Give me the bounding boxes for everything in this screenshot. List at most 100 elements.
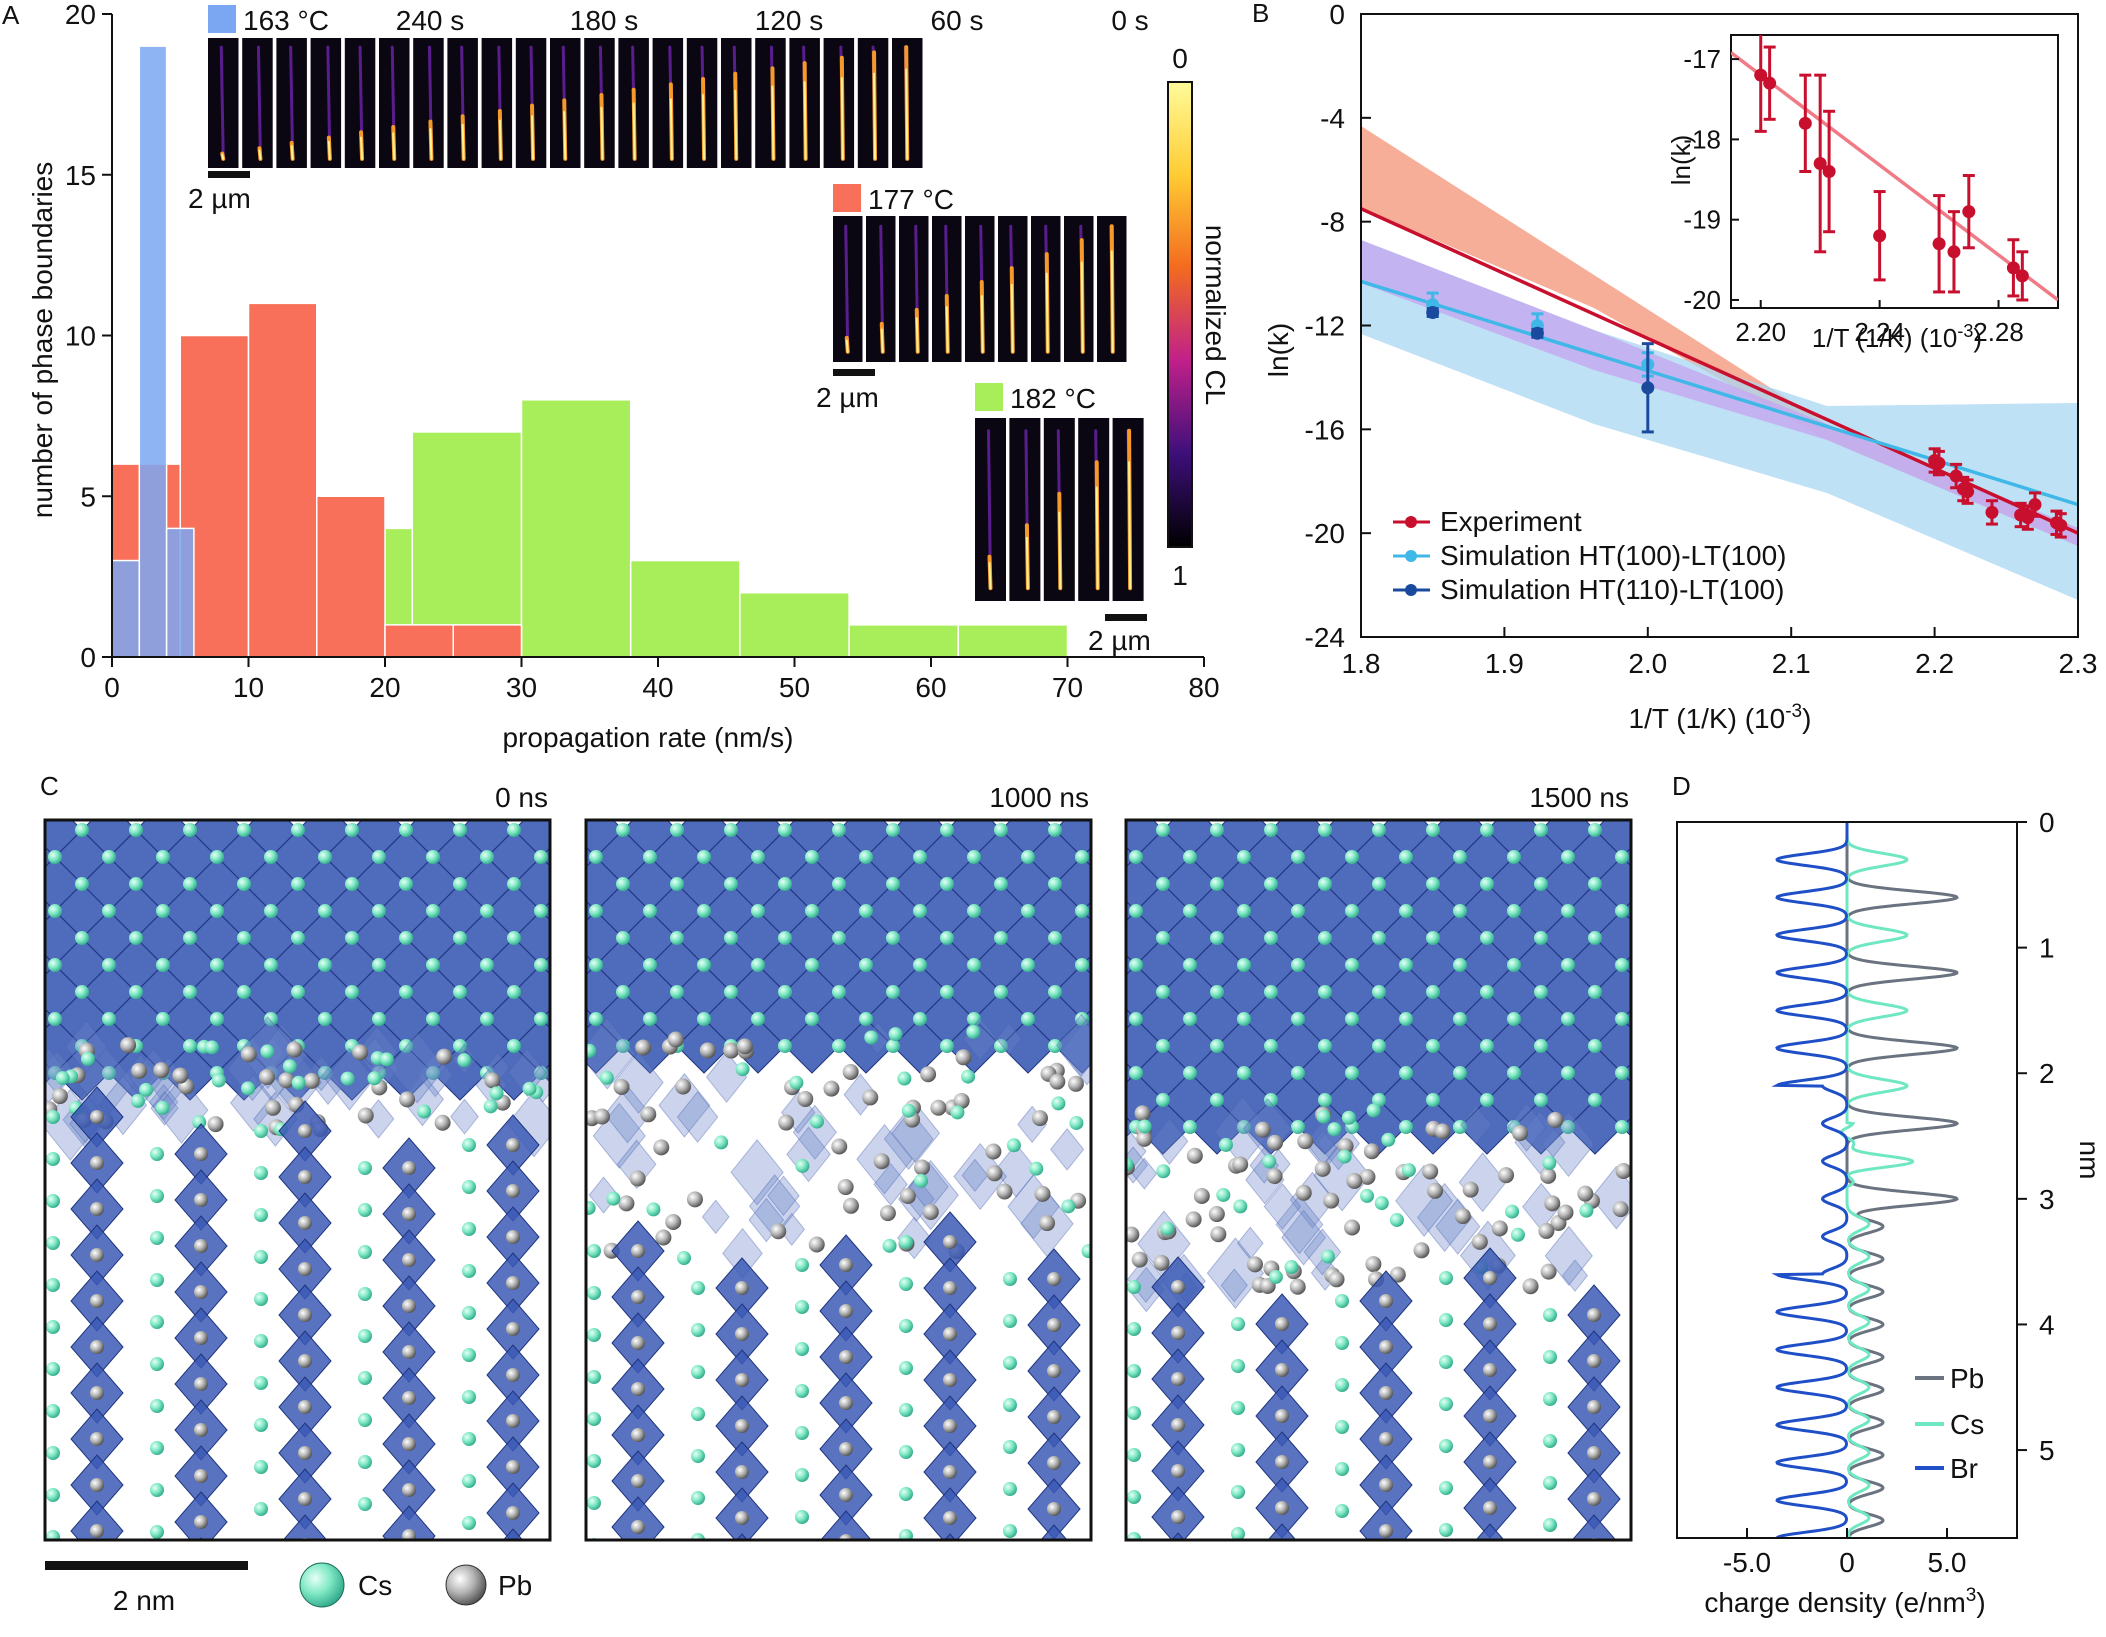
cs-atom <box>599 1070 614 1085</box>
cs-atom <box>1318 931 1332 945</box>
cs-atom <box>1137 1119 1152 1134</box>
pb-atom <box>613 1078 630 1095</box>
pb-atom <box>631 1474 645 1488</box>
cs-atom <box>534 850 548 864</box>
cs-atom <box>1156 1093 1170 1107</box>
cs-atom <box>616 877 630 891</box>
pb-atom <box>1512 1125 1529 1142</box>
strip-time-label: 180 s <box>570 5 639 36</box>
cs-atom <box>1262 1154 1277 1169</box>
cs-atom <box>1156 823 1170 837</box>
pb-atom <box>1171 1280 1185 1294</box>
disordered-octahedron <box>996 1022 1022 1055</box>
pb-atom <box>842 1197 859 1214</box>
arrhenius-y-tick-label: -16 <box>1305 414 1345 445</box>
pb-atom <box>1171 1418 1185 1432</box>
cl-nanowire-core <box>915 317 919 353</box>
disordered-octahedron <box>701 1199 730 1235</box>
cs-atom <box>237 877 251 891</box>
pb-atom <box>298 1400 312 1414</box>
legend-sim-ht100: Simulation HT(100)-LT(100) <box>1440 540 1787 571</box>
cs-atom <box>643 1012 657 1026</box>
cs-atom <box>1318 877 1332 891</box>
cs-atom <box>1075 850 1089 864</box>
pb-atom <box>298 1308 312 1322</box>
cs-atom <box>1642 985 1656 999</box>
cs-atom <box>358 1329 372 1343</box>
pb-atom <box>1171 1372 1185 1386</box>
cs-atom <box>462 1264 476 1278</box>
cs-atom <box>399 1039 413 1053</box>
cs-atom <box>587 1454 601 1468</box>
cs-atom <box>586 1043 597 1058</box>
cs-atom <box>1127 1322 1141 1336</box>
cs-atom <box>150 1231 164 1245</box>
cs-atom <box>21 931 35 945</box>
pb-atom <box>1538 1222 1555 1239</box>
inset-x-tick-label: 2.20 <box>1735 317 1786 347</box>
cs-atom <box>46 1194 60 1208</box>
hist-x-axis-label: propagation rate (nm/s) <box>502 722 793 753</box>
cs-atom <box>1335 1462 1349 1476</box>
panel-d-charge-density: -5.0 0 5.0 0 1 2 3 4 5 charge density (e/nm3) nm… <box>1676 807 2105 1618</box>
cs-atom <box>1399 850 1413 864</box>
disordered-octahedron <box>1561 1259 1589 1292</box>
pb-atom <box>194 1147 208 1161</box>
pb-atom <box>1067 1075 1084 1092</box>
cs-atom <box>183 931 197 945</box>
pbbr6-octahedron <box>0 965 28 1019</box>
cs-atom <box>805 958 819 972</box>
cs-atom <box>1615 904 1629 918</box>
pb-atom <box>1246 1256 1263 1273</box>
cs-atom <box>1480 877 1494 891</box>
pb-atom <box>194 1239 208 1253</box>
cs-atom <box>886 931 900 945</box>
cs-atom <box>1534 985 1548 999</box>
cs-atom <box>778 823 792 837</box>
pb-atom <box>1454 1208 1471 1225</box>
pb-atom <box>506 1184 520 1198</box>
cs-atom <box>318 904 332 918</box>
disordered-octahedron <box>1056 1013 1091 1077</box>
pb-atom <box>1498 1167 1515 1184</box>
cs-atom <box>899 1403 913 1417</box>
cs-atom <box>254 1334 268 1348</box>
cs-atom <box>1048 1039 1062 1053</box>
snapshot-time-label: 1000 ns <box>989 782 1089 813</box>
cs-atom <box>1127 1280 1141 1294</box>
cs-atom <box>643 958 657 972</box>
hist-bar <box>739 591 850 658</box>
cs-atom <box>1284 1260 1299 1275</box>
pb-atom <box>1346 1172 1363 1189</box>
cs-atom <box>155 1100 170 1115</box>
pbbr6-octahedron <box>820 1510 872 1540</box>
disordered-octahedron <box>588 1176 619 1214</box>
cl-nanowire-core <box>840 76 844 160</box>
cs-atom <box>453 931 467 945</box>
cs-density-curve <box>1839 822 1915 1538</box>
cs-atom <box>237 931 251 945</box>
cs-atom <box>150 1147 164 1161</box>
cs-atom <box>670 985 684 999</box>
pb-atom <box>778 1114 795 1131</box>
disordered-octahedron <box>792 1104 837 1160</box>
data-point <box>2054 518 2068 532</box>
pb-atom <box>402 1161 416 1175</box>
pbbr6-octahedron <box>1676 992 1730 1046</box>
legend-cs: Cs <box>1950 1409 1984 1440</box>
data-point <box>1426 306 1440 320</box>
cs-atom <box>561 877 575 891</box>
pb-atom <box>1254 1121 1271 1138</box>
cs-atom <box>254 1124 268 1138</box>
cs-atom <box>1216 1187 1231 1202</box>
pb-atom <box>1314 1160 1331 1177</box>
cs-atom <box>489 1086 504 1101</box>
legend-label-163: 163 °C <box>243 5 329 36</box>
cs-atom <box>1426 985 1440 999</box>
pbbr6-octahedron <box>586 1018 624 1074</box>
pbbr6-octahedron <box>730 1018 786 1074</box>
pb-atom <box>1210 1226 1227 1243</box>
pb-atom <box>1547 1111 1564 1128</box>
cs-atom <box>1480 823 1494 837</box>
cs-atom <box>102 904 116 918</box>
